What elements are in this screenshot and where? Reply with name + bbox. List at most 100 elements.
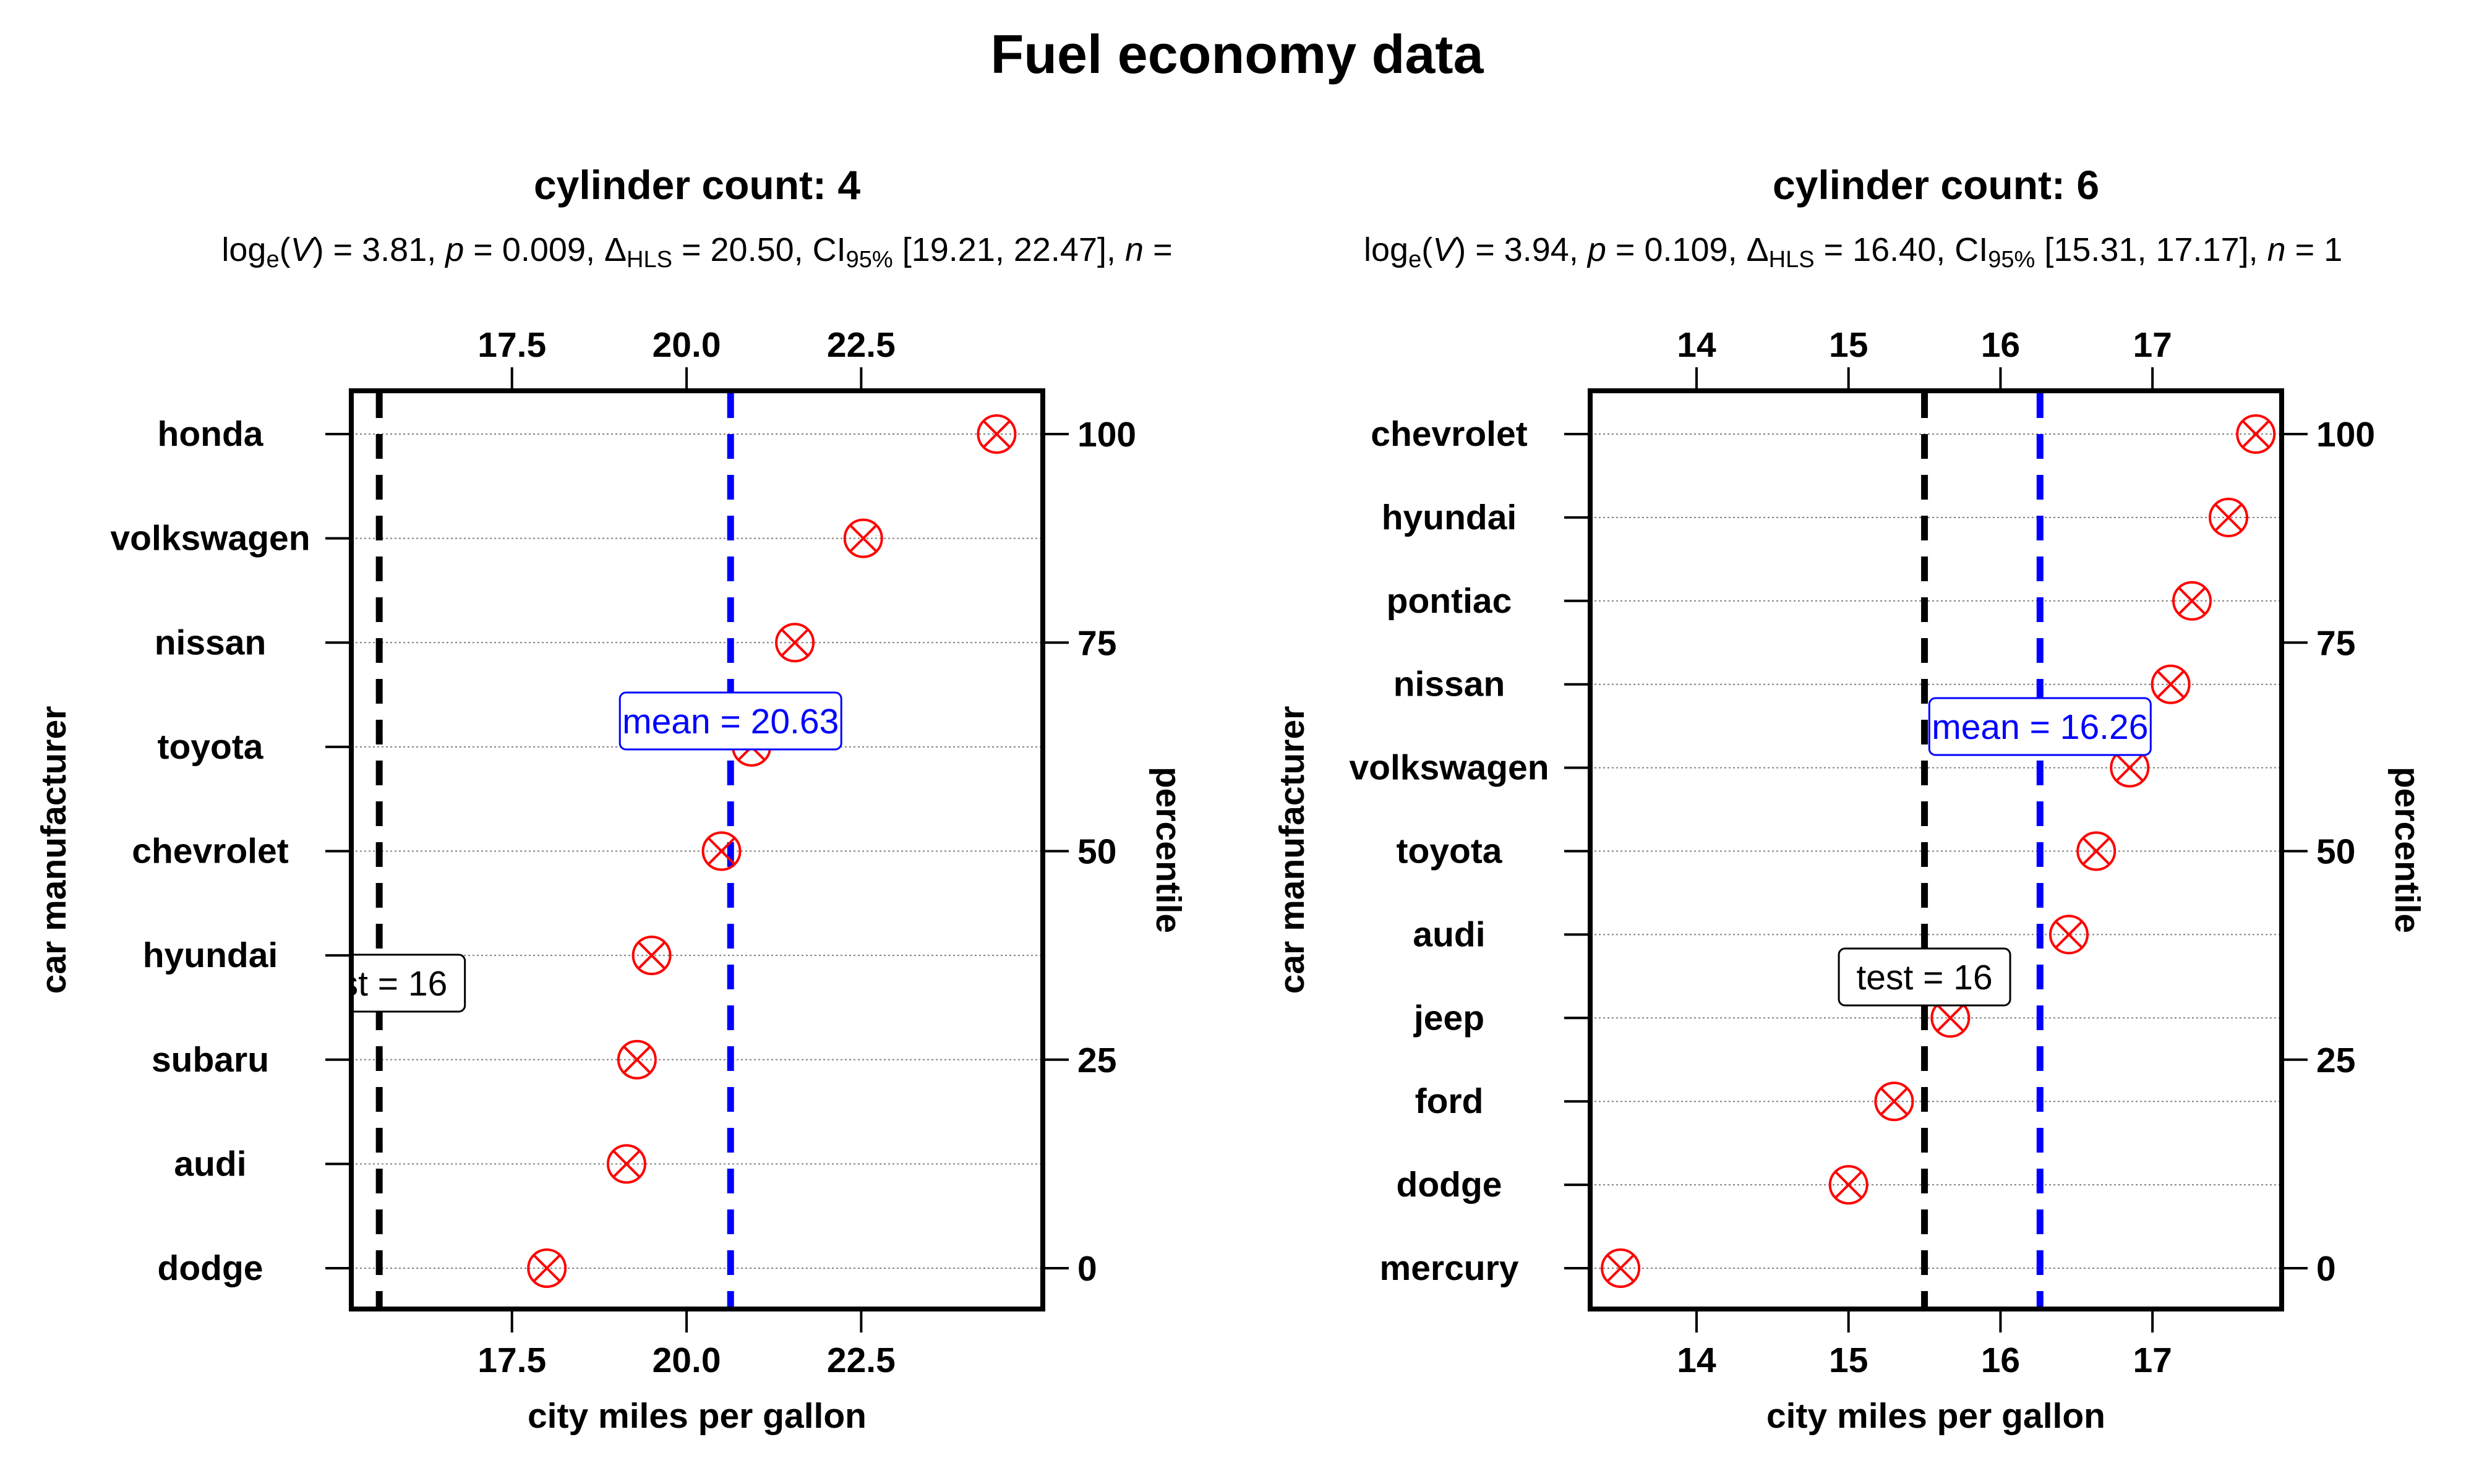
y-tick-label-ford: ford	[1415, 1081, 1484, 1121]
mean-label-box	[618, 691, 842, 751]
subtitle-part: e	[1408, 247, 1421, 273]
subtitle-part: HLS	[1769, 247, 1815, 273]
y-tick-label-hyundai: hyundai	[143, 936, 278, 975]
subtitle-p-value: = 0.009, Δ	[464, 231, 627, 268]
percentile-tick-label-0: 0	[1077, 1249, 1097, 1289]
subtitle-n-value: =	[1144, 231, 1173, 268]
panels: cylinder count: 4 loge(V) = 3.81, p = 0.0…	[34, 162, 2427, 1436]
subtitle-part: p	[444, 231, 464, 268]
test-label-box	[351, 953, 466, 1013]
panel-subtitle: loge(V) = 3.81, p = 0.009, ΔHLS = 20.50,…	[221, 231, 1172, 273]
subtitle-part: n	[2267, 231, 2286, 268]
reference-labels: mean = 16.26 test = 16	[1838, 697, 2152, 1007]
plot-frame	[349, 388, 1045, 1311]
x-tick-label-bottom-0: 17.5	[477, 1341, 546, 1380]
point-circle	[617, 1039, 657, 1080]
data-point-honda	[977, 414, 1017, 454]
data-point-chevrolet	[2236, 414, 2276, 454]
data-point-hyundai	[2209, 497, 2248, 537]
test-label-text: test = 16	[311, 964, 447, 1004]
point-circle	[1874, 1081, 1914, 1122]
point-circle	[2209, 497, 2248, 537]
y-tick-label-jeep: jeep	[1413, 998, 1484, 1038]
point-circle	[631, 936, 672, 976]
y-tick-label-volkswagen: volkswagen	[1349, 748, 1549, 788]
x-tick-label-top-0: 14	[1677, 325, 1716, 365]
x-tick-label-bottom-3: 17	[2133, 1341, 2172, 1380]
chart-panel-6: cylinder count: 6 loge(V) = 3.94, p = 0.1…	[1272, 162, 2427, 1436]
y-tick-label-toyota: toyota	[1397, 832, 1503, 871]
mean-label-text: mean = 16.26	[1932, 707, 2148, 747]
point-cross-b	[849, 524, 878, 553]
percentile-tick-label-100: 100	[2316, 415, 2375, 454]
point-cross-b	[612, 1149, 641, 1179]
point-circle	[1601, 1248, 1641, 1288]
point-circle	[1828, 1165, 1868, 1205]
percentile-tick-label-25: 25	[2316, 1041, 2355, 1080]
subtitle-hls-value: = 20.50, CI	[672, 231, 846, 268]
subtitle-v-value: ) = 3.81,	[313, 231, 446, 268]
data-point-toyota	[2076, 831, 2117, 871]
subtitle-part: 95%	[846, 247, 893, 273]
data-point-nissan	[2151, 664, 2191, 704]
point-circle	[2236, 414, 2276, 454]
data-point-nissan	[775, 623, 815, 663]
y-tick-label-hyundai: hyundai	[1382, 498, 1517, 537]
y-tick-label-chevrolet: chevrolet	[1371, 414, 1527, 454]
data-point-pontiac	[2172, 581, 2212, 621]
mean-label-box	[1928, 697, 2152, 756]
panel-title: cylinder count: 6	[1773, 162, 2099, 208]
y2-axis-label: percentile	[2387, 767, 2427, 933]
point-circle	[775, 623, 815, 663]
figure-title: Fuel economy data	[990, 23, 1484, 85]
subtitle-part: (	[1421, 231, 1432, 268]
y-tick-label-dodge: dodge	[158, 1248, 263, 1288]
percentile-tick-label-50: 50	[2316, 832, 2355, 872]
panel-title: cylinder count: 4	[534, 162, 860, 208]
y-tick-label-nissan: nissan	[155, 623, 267, 662]
subtitle-part: n	[1125, 231, 1144, 268]
point-cross-b	[2054, 920, 2084, 949]
reference-labels: mean = 20.63 test = 16	[311, 691, 842, 1013]
point-cross-b	[2214, 503, 2243, 532]
data-point-subaru	[617, 1039, 657, 1080]
percentile-tick-label-75: 75	[1077, 623, 1116, 663]
point-circle	[606, 1144, 646, 1184]
point-circle	[701, 831, 742, 871]
point-cross-b	[2082, 837, 2111, 866]
point-cross-b	[707, 837, 736, 866]
subtitle-part: V	[291, 231, 316, 268]
subtitle-hls-value: = 16.40, CI	[1815, 231, 1988, 268]
test-label-text: test = 16	[1856, 958, 1992, 997]
point-circle	[2172, 581, 2212, 621]
x-axis-label: city miles per gallon	[528, 1396, 867, 1436]
data-point-audi	[606, 1144, 646, 1184]
point-circle	[843, 518, 883, 558]
point-circle	[527, 1248, 567, 1288]
percentile-tick-label-0: 0	[2316, 1249, 2336, 1289]
y-axis-label: car manufacturer	[34, 706, 74, 994]
plot-frame	[1588, 388, 2284, 1311]
point-cross-b	[2156, 670, 2185, 699]
point-cross-b	[781, 628, 810, 657]
x-tick-label-top-1: 15	[1829, 325, 1868, 365]
y-tick-label-subaru: subaru	[152, 1040, 269, 1080]
y-tick-label-audi: audi	[174, 1144, 246, 1183]
point-circle	[2049, 915, 2089, 955]
test-label-box	[1838, 947, 2011, 1007]
subtitle-part: V	[1432, 231, 1458, 268]
point-cross-b	[1606, 1253, 1635, 1283]
y-tick-label-chevrolet: chevrolet	[132, 832, 288, 871]
y-tick-label-honda: honda	[158, 414, 264, 454]
point-cross-b	[1936, 1004, 1965, 1033]
subtitle-n-value: = 1	[2286, 231, 2343, 268]
y-tick-label-nissan: nissan	[1393, 665, 1505, 704]
y-tick-label-toyota: toyota	[158, 727, 264, 767]
x-tick-label-bottom-2: 16	[1981, 1341, 2020, 1380]
point-cross-b	[533, 1253, 562, 1283]
x-tick-label-top-1: 20.0	[653, 325, 721, 365]
percentile-tick-label-50: 50	[1077, 832, 1116, 872]
x-axis-label: city miles per gallon	[1766, 1396, 2105, 1436]
point-cross-b	[1880, 1087, 1909, 1116]
y-tick-label-dodge: dodge	[1397, 1165, 1502, 1205]
